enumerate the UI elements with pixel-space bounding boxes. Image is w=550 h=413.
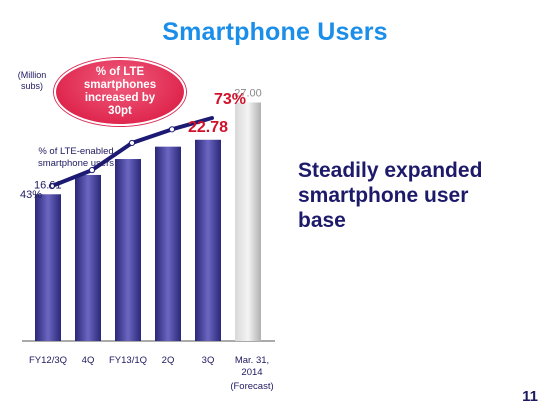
x-tick-label: 4Q — [82, 355, 95, 366]
forecast-note: (Forecast) — [230, 381, 273, 392]
lte-series-label: % of LTE-enabled smartphone users — [26, 146, 126, 170]
bar — [35, 194, 61, 341]
lte-share-point — [168, 126, 176, 133]
lte-share-label-highlight: 73% — [214, 91, 246, 108]
callout-line: increased by — [84, 92, 156, 104]
x-tick-label: FY13/1Q — [109, 355, 147, 366]
bar — [195, 139, 221, 341]
page-number: 11 — [522, 388, 538, 405]
key-message: Steadily expanded smartphone user base — [298, 158, 482, 233]
slide-title: Smartphone Users — [162, 18, 388, 46]
lte-increase-callout: % of LTE smartphones increased by 30pt — [54, 58, 186, 126]
forecast-bar — [235, 102, 261, 341]
lte-share-point — [48, 182, 56, 190]
key-message-line: base — [298, 209, 346, 232]
lte-series-label-line: % of LTE-enabled — [38, 146, 114, 157]
x-tick-label: 2014 — [241, 367, 262, 378]
x-tick-label: FY12/3Q — [29, 355, 67, 366]
callout-line: % of LTE — [95, 66, 145, 78]
bar-value-label: 27.00 — [234, 88, 262, 100]
x-tick-label: 2Q — [162, 355, 175, 366]
unit-label-line: subs) — [20, 81, 43, 91]
bar-value-label-highlight: 22.78 — [188, 119, 228, 136]
x-tick-label: Mar. 31, — [235, 355, 269, 366]
unit-label: (Million subs) — [10, 70, 54, 92]
key-message-line: Steadily expanded — [298, 159, 483, 182]
bar-value-label: 16.61 — [34, 179, 62, 191]
lte-share-point — [128, 139, 136, 147]
bar — [115, 159, 141, 341]
lte-share-point — [88, 167, 96, 174]
key-message-line: smartphone user — [298, 184, 469, 207]
lte-share-label: 43% — [20, 189, 42, 201]
x-tick-label: 3Q — [202, 355, 215, 366]
callout-line: 30pt — [108, 105, 132, 117]
bar — [155, 146, 181, 341]
unit-label-line: (Million — [17, 70, 47, 80]
lte-series-label-line: smartphone users — [37, 158, 115, 169]
callout-line: smartphones — [83, 79, 157, 91]
bar — [75, 174, 101, 341]
